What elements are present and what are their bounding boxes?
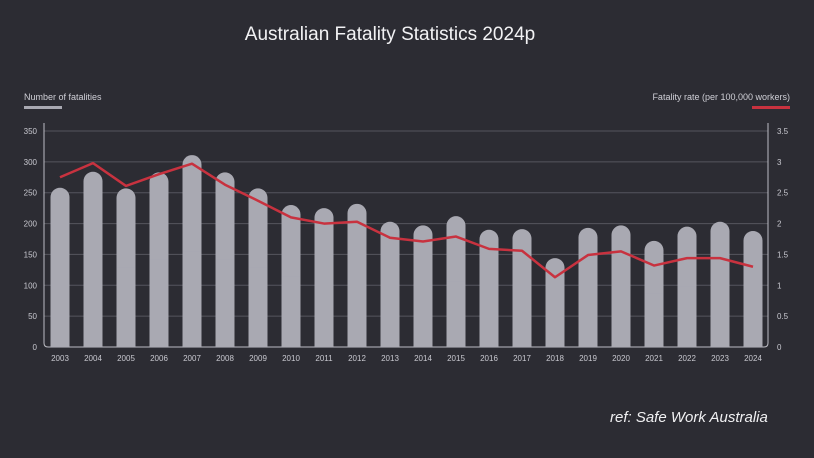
legend-swatch [752,106,790,109]
x-tick-label: 2005 [117,354,135,363]
bar-base-2013 [380,284,400,347]
left-tick-label: 250 [24,189,38,198]
bar-base-2017 [512,288,532,347]
x-tick-label: 2013 [381,354,399,363]
x-tick-label: 2022 [678,354,696,363]
bar-base-2022 [677,286,697,347]
x-tick-label: 2019 [579,354,597,363]
bar-base-2008 [215,259,235,347]
bar-base-2006 [149,259,169,347]
bar-base-2015 [446,281,466,347]
bar-base-2012 [347,275,367,347]
bar-base-2004 [83,259,103,347]
x-tick-label: 2023 [711,354,729,363]
left-tick-label: 100 [24,281,38,290]
x-tick-label: 2018 [546,354,564,363]
bar-base-2016 [479,288,499,347]
x-tick-label: 2021 [645,354,663,363]
x-tick-label: 2003 [51,354,69,363]
left-tick-label: 350 [24,127,38,136]
x-tick-label: 2014 [414,354,432,363]
x-tick-label: 2024 [744,354,762,363]
bar-base-2021 [644,293,664,347]
x-tick-label: 2017 [513,354,531,363]
x-tick-label: 2015 [447,354,465,363]
left-tick-label: 200 [24,220,38,229]
bar-base-2019 [578,287,598,347]
x-tick-label: 2007 [183,354,201,363]
legend-rate: Fatality rate (per 100,000 workers) [652,92,790,109]
x-tick-label: 2006 [150,354,168,363]
legend-label: Number of fatalities [24,92,102,102]
left-tick-label: 150 [24,250,38,259]
bar-base-2020 [611,286,631,347]
legend-label: Fatality rate (per 100,000 workers) [652,92,790,102]
bar-base-2010 [281,276,301,347]
right-tick-label: 3 [777,158,782,167]
bar-base-2011 [314,277,334,347]
bar-base-2023 [710,284,730,347]
right-tick-label: 2.5 [777,189,789,198]
left-tick-label: 300 [24,158,38,167]
bar-base-2018 [545,302,565,347]
x-tick-label: 2010 [282,354,300,363]
legend-fatalities: Number of fatalities [24,92,102,109]
axis-frame [43,123,769,348]
left-tick-label: 50 [28,312,37,321]
bar-base-2024 [743,288,763,347]
bar-base-2007 [182,251,202,347]
x-tick-label: 2009 [249,354,267,363]
right-tick-label: 2 [777,220,782,229]
x-tick-label: 2008 [216,354,234,363]
x-tick-label: 2020 [612,354,630,363]
x-tick-label: 2016 [480,354,498,363]
right-tick-label: 1.5 [777,250,789,259]
fatality-rate-line [59,161,754,279]
bar-base-2009 [248,267,268,347]
legend-swatch [24,106,62,109]
chart-title: Australian Fatality Statistics 2024p [244,24,536,45]
x-tick-label: 2012 [348,354,366,363]
right-tick-label: 0 [777,343,782,352]
right-tick-label: 1 [777,281,782,290]
bar-base-2003 [50,267,70,347]
source-reference: ref: Safe Work Australia [610,409,768,426]
x-tick-label: 2011 [315,354,333,363]
right-tick-label: 0.5 [777,312,789,321]
right-tick-label: 3.5 [777,127,789,136]
left-tick-label: 0 [33,343,38,352]
bar-base-2005 [116,267,136,347]
bar-base-2014 [413,286,433,347]
x-tick-label: 2004 [84,354,102,363]
